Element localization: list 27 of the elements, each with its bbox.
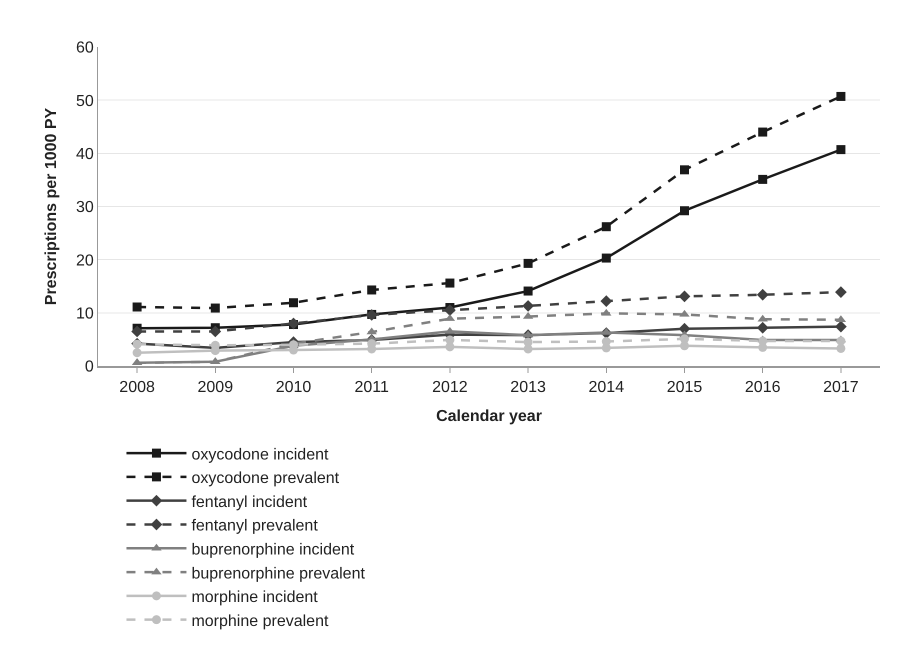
y-tick-label: 60 [76, 40, 94, 57]
x-tick-label: 2013 [510, 378, 546, 396]
y-tick-label: 40 [76, 146, 94, 163]
y-tick-label: 30 [76, 199, 94, 216]
x-tick-label: 2011 [354, 378, 390, 396]
legend-label: morphine prevalent [191, 612, 329, 630]
y-tick-label: 10 [76, 305, 94, 322]
legend-label: oxycodone prevalent [191, 470, 340, 488]
legend-label: fentanyl prevalent [191, 518, 318, 535]
legend-label: buprenorphine incident [191, 542, 355, 559]
legend-label: morphine incident [191, 589, 318, 606]
x-axis-title: Calendar year [436, 408, 542, 426]
y-tick-label: 0 [84, 358, 94, 376]
x-tick-label: 2014 [588, 378, 624, 396]
x-tick-label: 2008 [119, 378, 155, 396]
x-tick-label: 2017 [823, 378, 859, 396]
x-tick-label: 2015 [666, 378, 702, 396]
x-tick-label: 2009 [198, 378, 234, 396]
x-tick-label: 2010 [276, 378, 312, 396]
x-tick-label: 2016 [744, 378, 781, 396]
y-tick-label: 20 [76, 252, 94, 270]
x-tick-label: 2012 [432, 378, 468, 396]
y-axis-title: Prescriptions per 1000 PY [42, 107, 60, 306]
legend-label: oxycodone incident [191, 446, 329, 464]
y-tick-label: 50 [76, 92, 94, 110]
legend-label: buprenorphine prevalent [191, 565, 366, 582]
legend-label: fentanyl incident [191, 494, 308, 511]
